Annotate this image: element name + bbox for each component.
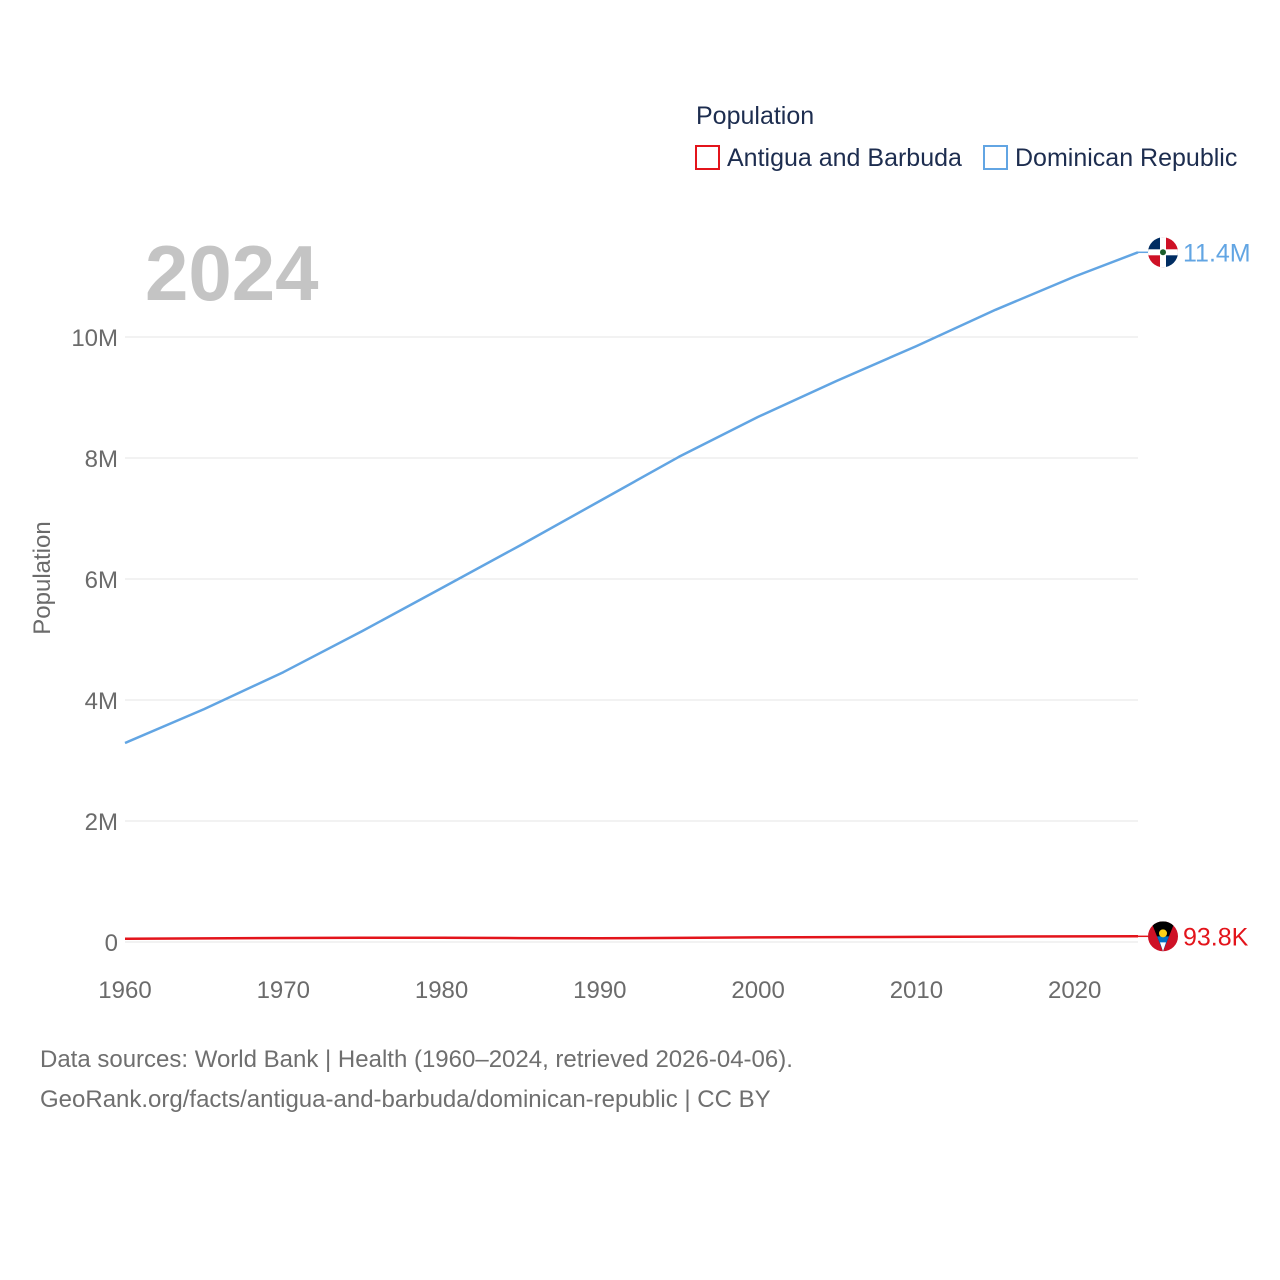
x-tick-label: 2010 <box>890 977 943 1004</box>
legend-item-dominican-republic[interactable]: Dominican Republic <box>983 144 1237 172</box>
legend-item-antigua-and-barbuda[interactable]: Antigua and Barbuda <box>695 144 962 172</box>
y-axis-label: Population <box>29 521 56 634</box>
y-tick-label: 0 <box>105 930 118 957</box>
legend-swatch <box>695 145 720 170</box>
y-tick-label: 6M <box>85 567 118 594</box>
y-axis-ticks: 0 2M 4M 6M 8M 10M <box>71 325 118 957</box>
dominican-republic-flag-icon <box>1148 237 1178 268</box>
y-tick-label: 8M <box>85 446 118 473</box>
current-year-label: 2024 <box>145 229 319 317</box>
legend-label: Dominican Republic <box>1015 144 1237 172</box>
series-end-markers: 93.8K 11.4M <box>1138 237 1251 952</box>
x-tick-label: 1960 <box>98 977 151 1004</box>
antigua-flag-icon <box>1148 921 1178 952</box>
x-tick-label: 2020 <box>1048 977 1101 1004</box>
series-lines <box>124 251 1139 940</box>
series-end-value: 11.4M <box>1183 239 1251 267</box>
legend-label: Antigua and Barbuda <box>727 144 962 172</box>
x-tick-label: 1970 <box>257 977 310 1004</box>
series-end-value: 93.8K <box>1183 923 1249 951</box>
x-axis-ticks: 1960 1970 1980 1990 2000 2010 2020 <box>98 977 1101 1004</box>
x-tick-label: 1990 <box>573 977 626 1004</box>
x-tick-label: 1980 <box>415 977 468 1004</box>
footer-source: Data sources: World Bank | Health (1960–… <box>40 1046 793 1073</box>
y-tick-label: 4M <box>85 688 118 715</box>
x-tick-label: 2000 <box>731 977 784 1004</box>
gridlines <box>125 336 1138 943</box>
legend[interactable]: Antigua and Barbuda Dominican Republic <box>695 144 1237 172</box>
y-tick-label: 10M <box>71 325 118 352</box>
series-line-dominican-republic[interactable] <box>124 251 1139 745</box>
legend-title: Population <box>696 102 814 130</box>
y-tick-label: 2M <box>85 809 118 836</box>
series-line-antigua-and-barbuda[interactable] <box>124 935 1139 940</box>
footer-attribution[interactable]: GeoRank.org/facts/antigua-and-barbuda/do… <box>40 1086 771 1113</box>
legend-swatch <box>983 145 1008 170</box>
